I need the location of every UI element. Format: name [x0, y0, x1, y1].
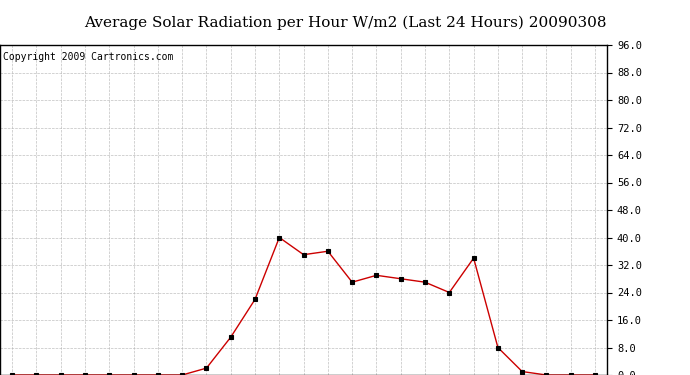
Text: Copyright 2009 Cartronics.com: Copyright 2009 Cartronics.com — [3, 52, 173, 62]
Text: Average Solar Radiation per Hour W/m2 (Last 24 Hours) 20090308: Average Solar Radiation per Hour W/m2 (L… — [83, 15, 607, 30]
